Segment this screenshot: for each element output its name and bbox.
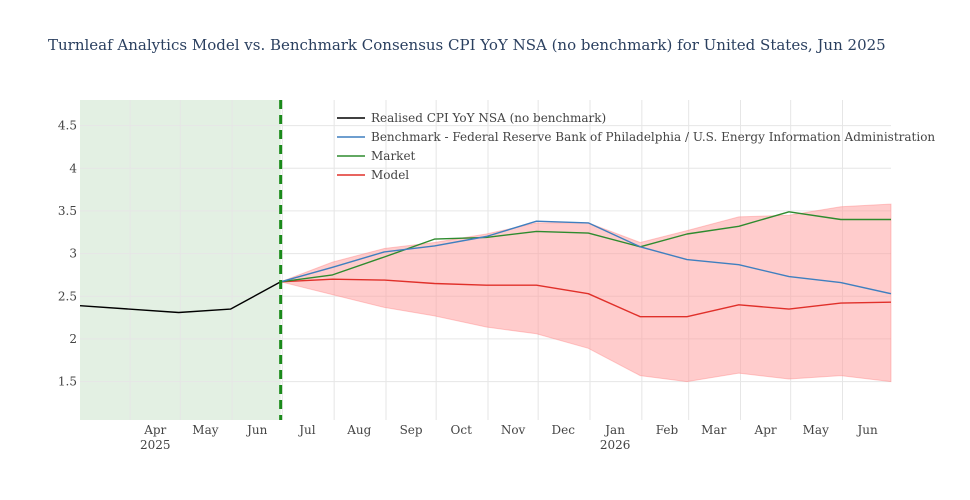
x-tick-label: Oct (451, 423, 473, 437)
legend-label: Benchmark - Federal Reserve Bank of Phil… (371, 130, 935, 144)
x-tick-year-label: 2025 (140, 438, 171, 452)
x-tick-label: Sep (400, 423, 423, 437)
y-tick-label: 3 (69, 247, 77, 261)
x-tick-label: Feb (656, 423, 679, 437)
x-tick-label: May (192, 423, 218, 437)
chart-title: Turnleaf Analytics Model vs. Benchmark C… (48, 36, 886, 54)
x-tick-label: Aug (346, 423, 371, 437)
series-line (79, 281, 282, 314)
x-tick-label: Dec (552, 423, 576, 437)
y-tick-label: 2 (69, 332, 77, 346)
y-tick-label: 4 (69, 161, 77, 175)
x-tick-label: May (803, 423, 829, 437)
series-line (280, 278, 892, 318)
y-tick-label: 1.5 (58, 375, 77, 389)
x-tick-label: Jul (297, 423, 316, 437)
y-tick-label: 3.5 (58, 204, 77, 218)
y-tick-label: 4.5 (58, 119, 77, 133)
x-tick-label: Jan (603, 423, 625, 437)
x-tick-year-label: 2026 (600, 438, 631, 452)
legend-label: Market (371, 149, 416, 163)
x-tick-label: Mar (701, 423, 726, 437)
series-line (280, 211, 891, 283)
x-tick-label: Nov (501, 423, 526, 437)
x-tick-label: Jun (855, 423, 878, 437)
x-tick-label: Apr (754, 423, 777, 437)
legend-label: Realised CPI YoY NSA (no benchmark) (371, 111, 606, 125)
x-tick-label: Apr (143, 423, 166, 437)
x-tick-label: Jun (245, 423, 268, 437)
y-tick-label: 2.5 (58, 289, 77, 303)
series-line (280, 220, 892, 295)
legend-label: Model (371, 168, 409, 182)
